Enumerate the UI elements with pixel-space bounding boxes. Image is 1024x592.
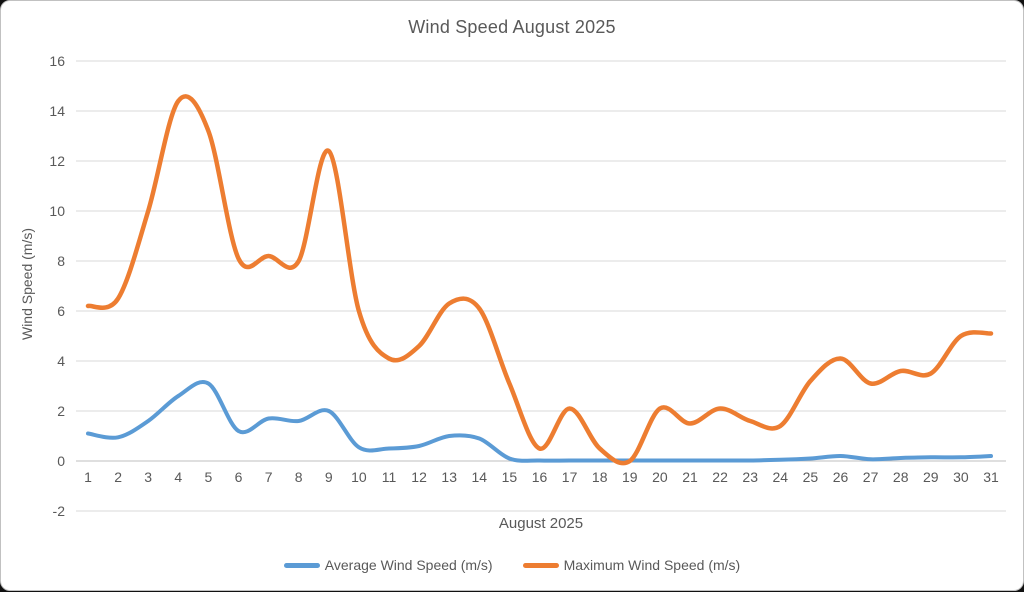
x-tick-label: 16 bbox=[532, 469, 548, 485]
y-tick-label: -2 bbox=[53, 503, 66, 519]
x-tick-label: 10 bbox=[351, 469, 367, 485]
x-axis-title: August 2025 bbox=[499, 515, 583, 532]
x-tick-label: 2 bbox=[114, 469, 122, 485]
x-tick-label: 12 bbox=[411, 469, 427, 485]
x-tick-label: 14 bbox=[472, 469, 488, 485]
x-tick-label: 15 bbox=[502, 469, 518, 485]
x-tick-label: 4 bbox=[174, 469, 182, 485]
y-axis-title: Wind Speed (m/s) bbox=[19, 228, 35, 340]
y-tick-label: 0 bbox=[57, 453, 65, 469]
y-tick-label: 16 bbox=[49, 53, 65, 69]
x-tick-label: 28 bbox=[893, 469, 909, 485]
legend-swatch-maximum-line bbox=[523, 563, 559, 568]
x-tick-label: 29 bbox=[923, 469, 939, 485]
legend-label-maximum: Maximum Wind Speed (m/s) bbox=[564, 557, 741, 573]
legend-swatch-average-line bbox=[284, 563, 320, 568]
x-tick-label: 19 bbox=[622, 469, 638, 485]
x-tick-label: 9 bbox=[325, 469, 333, 485]
x-tick-label: 30 bbox=[953, 469, 969, 485]
chart-legend: Average Wind Speed (m/s) Maximum Wind Sp… bbox=[1, 557, 1023, 573]
x-tick-label: 5 bbox=[205, 469, 213, 485]
x-tick-label: 26 bbox=[833, 469, 849, 485]
x-tick-label: 3 bbox=[144, 469, 152, 485]
x-tick-label: 8 bbox=[295, 469, 303, 485]
x-tick-label: 31 bbox=[983, 469, 999, 485]
y-tick-label: 6 bbox=[57, 303, 65, 319]
x-tick-label: 21 bbox=[682, 469, 698, 485]
y-tick-label: 14 bbox=[49, 103, 65, 119]
x-tick-label: 27 bbox=[863, 469, 879, 485]
x-tick-label: 24 bbox=[773, 469, 789, 485]
y-tick-label: 4 bbox=[57, 353, 65, 369]
x-tick-label: 18 bbox=[592, 469, 608, 485]
x-tick-label: 17 bbox=[562, 469, 578, 485]
x-tick-label: 25 bbox=[803, 469, 819, 485]
x-tick-label: 22 bbox=[712, 469, 728, 485]
y-tick-label: 10 bbox=[49, 203, 65, 219]
x-tick-label: 1 bbox=[84, 469, 92, 485]
x-tick-label: 11 bbox=[382, 469, 397, 485]
y-tick-label: 8 bbox=[57, 253, 65, 269]
legend-label-average: Average Wind Speed (m/s) bbox=[325, 557, 493, 573]
x-tick-label: 20 bbox=[652, 469, 668, 485]
x-tick-label: 6 bbox=[235, 469, 243, 485]
x-tick-label: 7 bbox=[265, 469, 273, 485]
x-tick-label: 23 bbox=[742, 469, 758, 485]
y-tick-label: 2 bbox=[57, 403, 65, 419]
x-tick-label: 13 bbox=[441, 469, 457, 485]
legend-item-average: Average Wind Speed (m/s) bbox=[284, 557, 493, 573]
legend-item-maximum: Maximum Wind Speed (m/s) bbox=[523, 557, 741, 573]
y-tick-label: 12 bbox=[49, 153, 65, 169]
